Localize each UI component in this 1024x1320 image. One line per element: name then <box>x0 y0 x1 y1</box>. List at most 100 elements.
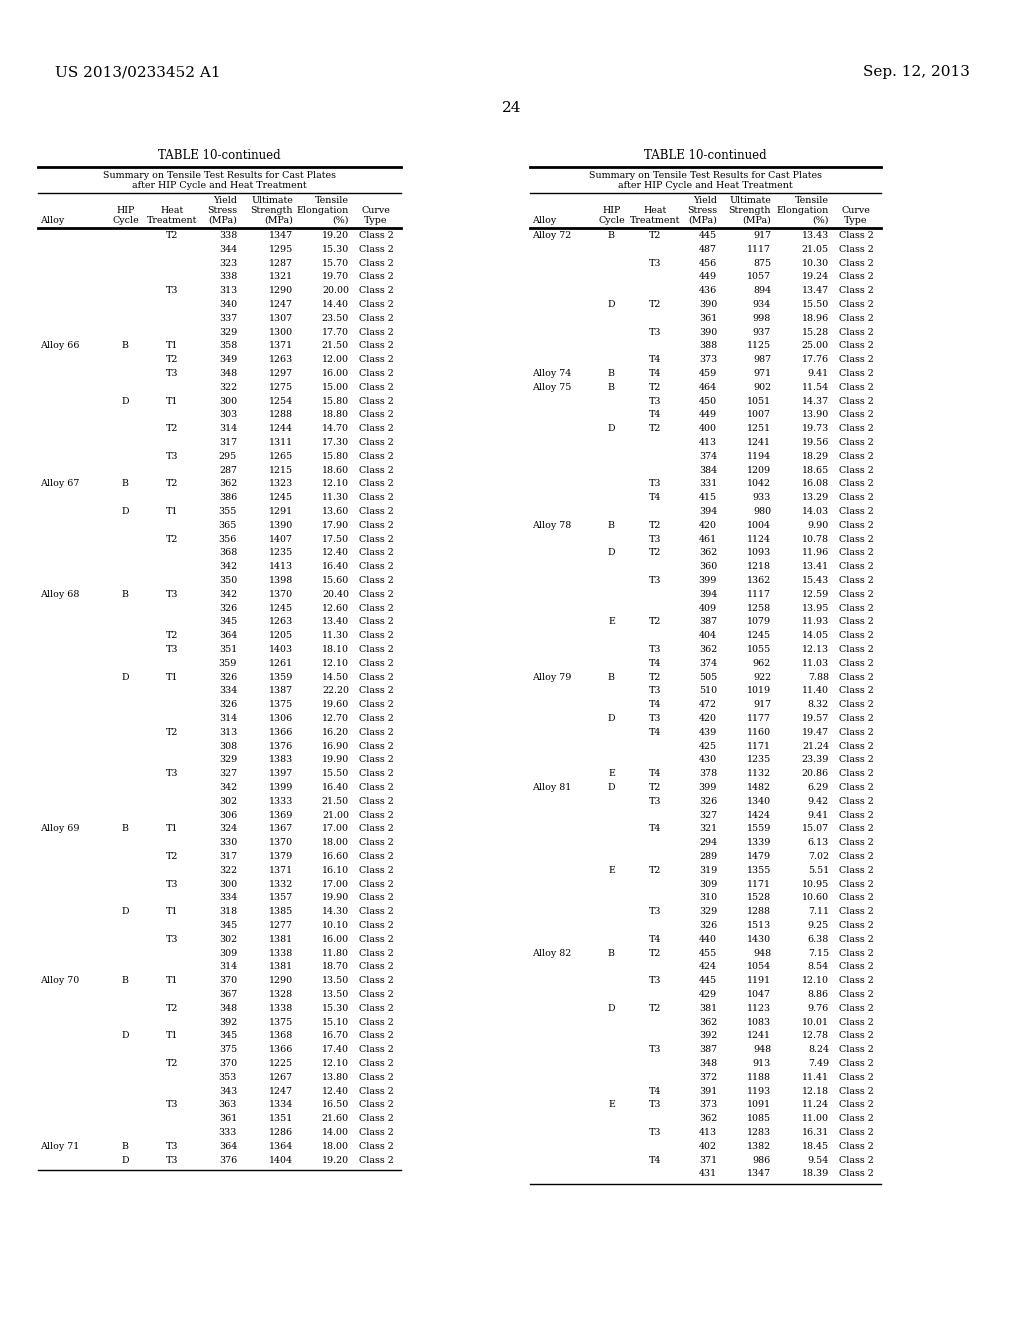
Text: 1366: 1366 <box>268 1045 293 1055</box>
Text: Alloy 69: Alloy 69 <box>40 825 80 833</box>
Text: 1188: 1188 <box>746 1073 771 1082</box>
Text: 1019: 1019 <box>746 686 771 696</box>
Text: Class 2: Class 2 <box>358 494 393 502</box>
Text: Class 2: Class 2 <box>839 300 873 309</box>
Text: Class 2: Class 2 <box>839 755 873 764</box>
Text: 456: 456 <box>698 259 717 268</box>
Text: 894: 894 <box>753 286 771 296</box>
Text: T3: T3 <box>166 770 178 779</box>
Text: T2: T2 <box>649 521 662 529</box>
Text: 14.03: 14.03 <box>802 507 829 516</box>
Text: 402: 402 <box>699 1142 717 1151</box>
Text: Alloy 67: Alloy 67 <box>40 479 80 488</box>
Text: 1244: 1244 <box>269 424 293 433</box>
Text: 16.31: 16.31 <box>802 1129 829 1137</box>
Text: T2: T2 <box>166 535 178 544</box>
Text: 15.50: 15.50 <box>322 770 349 779</box>
Text: 12.18: 12.18 <box>802 1086 829 1096</box>
Text: 16.00: 16.00 <box>322 935 349 944</box>
Text: 18.60: 18.60 <box>322 466 349 475</box>
Text: Stress: Stress <box>687 206 717 215</box>
Text: 348: 348 <box>698 1059 717 1068</box>
Text: 322: 322 <box>219 383 237 392</box>
Text: Class 2: Class 2 <box>358 1101 393 1109</box>
Text: T4: T4 <box>649 355 662 364</box>
Text: Class 2: Class 2 <box>839 700 873 709</box>
Text: 333: 333 <box>219 1129 237 1137</box>
Text: 309: 309 <box>219 949 237 957</box>
Text: T3: T3 <box>649 535 662 544</box>
Text: 287: 287 <box>219 466 237 475</box>
Text: 413: 413 <box>698 438 717 447</box>
Text: T3: T3 <box>649 797 662 805</box>
Text: 17.00: 17.00 <box>322 825 349 833</box>
Text: 349: 349 <box>219 355 237 364</box>
Text: Class 2: Class 2 <box>839 1114 873 1123</box>
Text: 6.29: 6.29 <box>808 783 829 792</box>
Text: 1339: 1339 <box>746 838 771 847</box>
Text: Class 2: Class 2 <box>839 1170 873 1179</box>
Text: Alloy 82: Alloy 82 <box>532 949 571 957</box>
Text: 356: 356 <box>219 535 237 544</box>
Text: 461: 461 <box>698 535 717 544</box>
Text: 948: 948 <box>753 949 771 957</box>
Text: Alloy 81: Alloy 81 <box>532 783 571 792</box>
Text: 1057: 1057 <box>746 272 771 281</box>
Text: Class 2: Class 2 <box>358 935 393 944</box>
Text: 327: 327 <box>698 810 717 820</box>
Text: 342: 342 <box>219 562 237 572</box>
Text: 8.32: 8.32 <box>808 700 829 709</box>
Text: 318: 318 <box>219 907 237 916</box>
Text: 1379: 1379 <box>268 851 293 861</box>
Text: 21.50: 21.50 <box>322 342 349 350</box>
Text: 392: 392 <box>219 1018 237 1027</box>
Text: 1290: 1290 <box>269 286 293 296</box>
Text: Class 2: Class 2 <box>839 411 873 420</box>
Text: 329: 329 <box>698 907 717 916</box>
Text: Class 2: Class 2 <box>358 1114 393 1123</box>
Text: T3: T3 <box>649 259 662 268</box>
Text: TABLE 10-continued: TABLE 10-continued <box>644 149 767 162</box>
Text: B: B <box>608 949 615 957</box>
Text: 391: 391 <box>698 1086 717 1096</box>
Text: D: D <box>608 300 615 309</box>
Text: 917: 917 <box>753 700 771 709</box>
Text: Class 2: Class 2 <box>839 797 873 805</box>
Text: 16.40: 16.40 <box>322 562 349 572</box>
Text: T1: T1 <box>166 1031 178 1040</box>
Text: 11.41: 11.41 <box>802 1073 829 1082</box>
Text: 922: 922 <box>753 673 771 681</box>
Text: 344: 344 <box>219 244 237 253</box>
Text: 1123: 1123 <box>746 1003 771 1012</box>
Text: 373: 373 <box>698 1101 717 1109</box>
Text: 19.24: 19.24 <box>802 272 829 281</box>
Text: D: D <box>608 424 615 433</box>
Text: Class 2: Class 2 <box>358 603 393 612</box>
Text: 1245: 1245 <box>746 631 771 640</box>
Text: T1: T1 <box>166 673 178 681</box>
Text: 387: 387 <box>698 1045 717 1055</box>
Text: T3: T3 <box>649 1045 662 1055</box>
Text: Class 2: Class 2 <box>839 645 873 653</box>
Text: 10.95: 10.95 <box>802 879 829 888</box>
Text: Class 2: Class 2 <box>358 286 393 296</box>
Text: 986: 986 <box>753 1155 771 1164</box>
Text: 16.70: 16.70 <box>322 1031 349 1040</box>
Text: Class 2: Class 2 <box>839 1073 873 1082</box>
Text: 19.90: 19.90 <box>322 894 349 903</box>
Text: Class 2: Class 2 <box>358 618 393 627</box>
Text: 24: 24 <box>502 102 522 115</box>
Text: Class 2: Class 2 <box>839 1031 873 1040</box>
Text: 1132: 1132 <box>746 770 771 779</box>
Text: 338: 338 <box>219 231 237 240</box>
Text: 464: 464 <box>698 383 717 392</box>
Text: T2: T2 <box>649 866 662 875</box>
Text: T3: T3 <box>166 879 178 888</box>
Text: Class 2: Class 2 <box>839 977 873 985</box>
Text: 23.50: 23.50 <box>322 314 349 323</box>
Text: Class 2: Class 2 <box>839 466 873 475</box>
Text: 12.70: 12.70 <box>322 714 349 723</box>
Text: 394: 394 <box>698 590 717 599</box>
Text: Class 2: Class 2 <box>839 907 873 916</box>
Text: 8.54: 8.54 <box>808 962 829 972</box>
